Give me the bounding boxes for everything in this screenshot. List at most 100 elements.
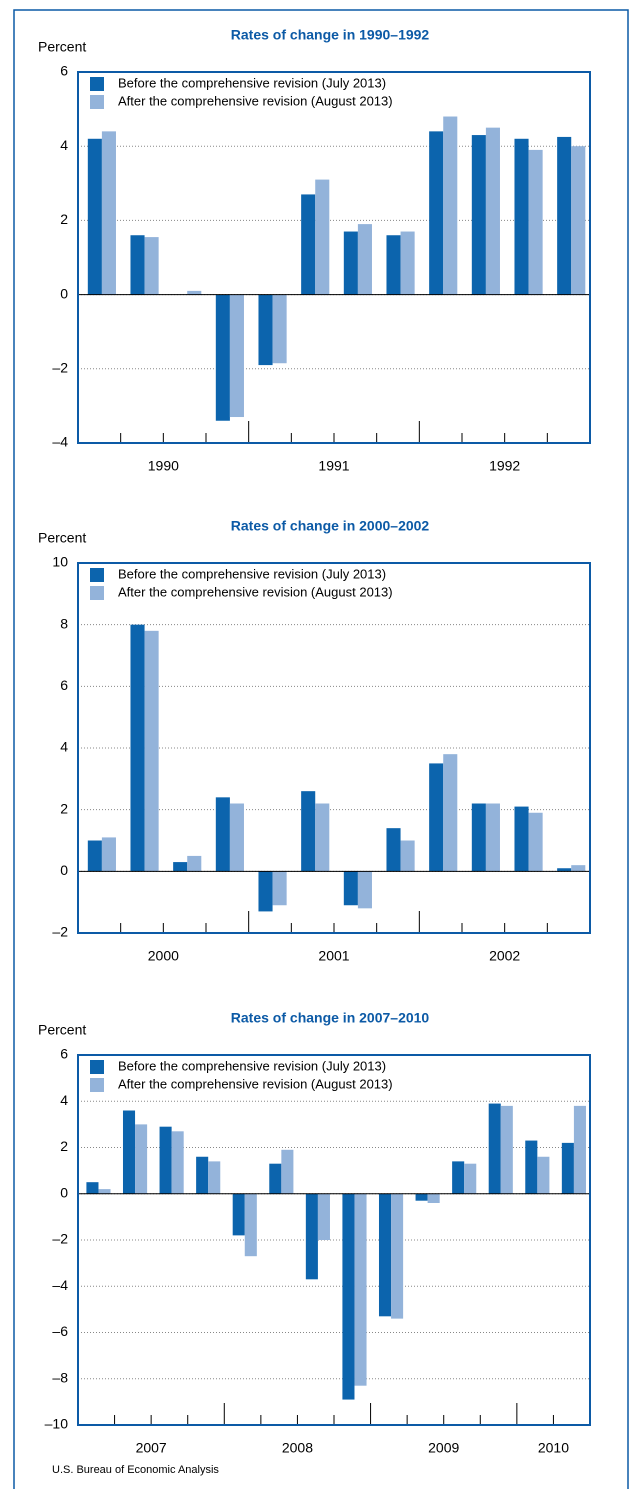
y-tick-label: –2	[52, 360, 68, 376]
y-tick-label: 2	[60, 1138, 68, 1154]
bar	[427, 1193, 440, 1203]
bar	[415, 1193, 428, 1201]
bar	[159, 1126, 172, 1194]
x-group-label: 2009	[428, 1440, 459, 1456]
bar	[557, 868, 572, 872]
x-group-label: 2007	[136, 1440, 167, 1456]
chart-title: Rates of change in 1990–1992	[231, 27, 430, 43]
y-tick-label: –4	[52, 434, 68, 450]
bar	[87, 138, 102, 295]
bar	[488, 1103, 501, 1194]
bar	[317, 1193, 330, 1240]
y-tick-label: –2	[52, 924, 68, 940]
bar	[315, 803, 330, 872]
y-tick-label: –6	[52, 1323, 68, 1339]
plot-frame	[77, 562, 591, 934]
y-tick-label: 6	[60, 63, 68, 79]
bar	[301, 791, 316, 872]
x-group-label: 1990	[148, 458, 179, 474]
bar	[471, 803, 486, 872]
bar	[557, 136, 572, 295]
bar	[571, 865, 586, 872]
bar	[471, 135, 486, 295]
plot-frame	[77, 71, 591, 444]
bar	[429, 763, 444, 872]
bar	[528, 149, 543, 295]
y-tick-label: 4	[60, 137, 68, 153]
bar	[122, 1110, 136, 1194]
bar	[386, 235, 401, 295]
bar	[215, 797, 230, 872]
x-group-label: 2000	[148, 948, 179, 964]
bar	[357, 871, 372, 909]
bar	[315, 179, 330, 295]
y-axis-label: Percent	[38, 1022, 86, 1038]
bar	[269, 1163, 282, 1194]
bar	[101, 131, 116, 295]
bar	[391, 1193, 404, 1319]
bar	[386, 828, 401, 872]
bar	[561, 1142, 574, 1194]
bar	[229, 294, 244, 418]
x-group-label: 2010	[538, 1440, 569, 1456]
bar	[443, 116, 458, 295]
y-tick-label: –4	[52, 1277, 68, 1293]
bar	[573, 1105, 586, 1194]
legend-swatch	[90, 77, 104, 91]
y-tick-label: 10	[52, 554, 68, 570]
bar	[343, 231, 358, 295]
bar	[130, 235, 145, 295]
bar	[244, 1193, 257, 1257]
y-tick-label: 4	[60, 1092, 68, 1108]
bar	[400, 840, 415, 872]
bar	[485, 127, 500, 295]
bar	[98, 1189, 111, 1194]
y-tick-label: 2	[60, 211, 68, 227]
bar	[171, 1131, 184, 1194]
bar	[343, 871, 358, 906]
y-tick-label: 0	[60, 285, 68, 301]
bar	[305, 1193, 318, 1280]
bar	[196, 1156, 209, 1194]
legend-swatch	[90, 568, 104, 582]
bar	[258, 871, 273, 912]
x-group-label: 1992	[489, 458, 520, 474]
bar	[443, 754, 458, 872]
bar	[272, 294, 287, 364]
bar	[258, 294, 273, 366]
x-group-label: 1991	[318, 458, 349, 474]
x-group-label: 2001	[318, 948, 349, 964]
bar	[135, 1124, 148, 1194]
x-group-label: 2008	[282, 1440, 313, 1456]
chart-title: Rates of change in 2007–2010	[231, 1010, 430, 1026]
bar	[101, 837, 116, 872]
x-group-label: 2002	[489, 948, 520, 964]
bar	[514, 806, 529, 872]
bar	[378, 1193, 392, 1317]
y-tick-label: 0	[60, 1184, 68, 1200]
bar	[342, 1193, 355, 1400]
y-tick-label: 6	[60, 677, 68, 693]
y-axis-label: Percent	[38, 530, 86, 546]
bar	[86, 1182, 99, 1194]
bar	[452, 1161, 465, 1194]
source: U.S. Bureau of Economic Analysis	[52, 1464, 219, 1476]
bar	[173, 862, 188, 872]
bar	[525, 1140, 538, 1194]
chart-title: Rates of change in 2000–2002	[231, 518, 430, 534]
bar	[281, 1149, 294, 1194]
bar	[144, 630, 159, 872]
bar	[537, 1156, 550, 1194]
y-tick-label: 8	[60, 615, 68, 631]
plot-frame	[77, 1054, 591, 1426]
frame	[13, 9, 629, 1489]
bar	[500, 1105, 513, 1194]
bar	[229, 803, 244, 872]
bar	[528, 812, 543, 872]
legend-label: Before the comprehensive revision (July …	[118, 75, 386, 90]
bar	[514, 138, 529, 295]
legend-label: After the comprehensive revision (August…	[118, 584, 393, 599]
y-tick-label: –2	[52, 1231, 68, 1247]
bar	[571, 146, 586, 295]
